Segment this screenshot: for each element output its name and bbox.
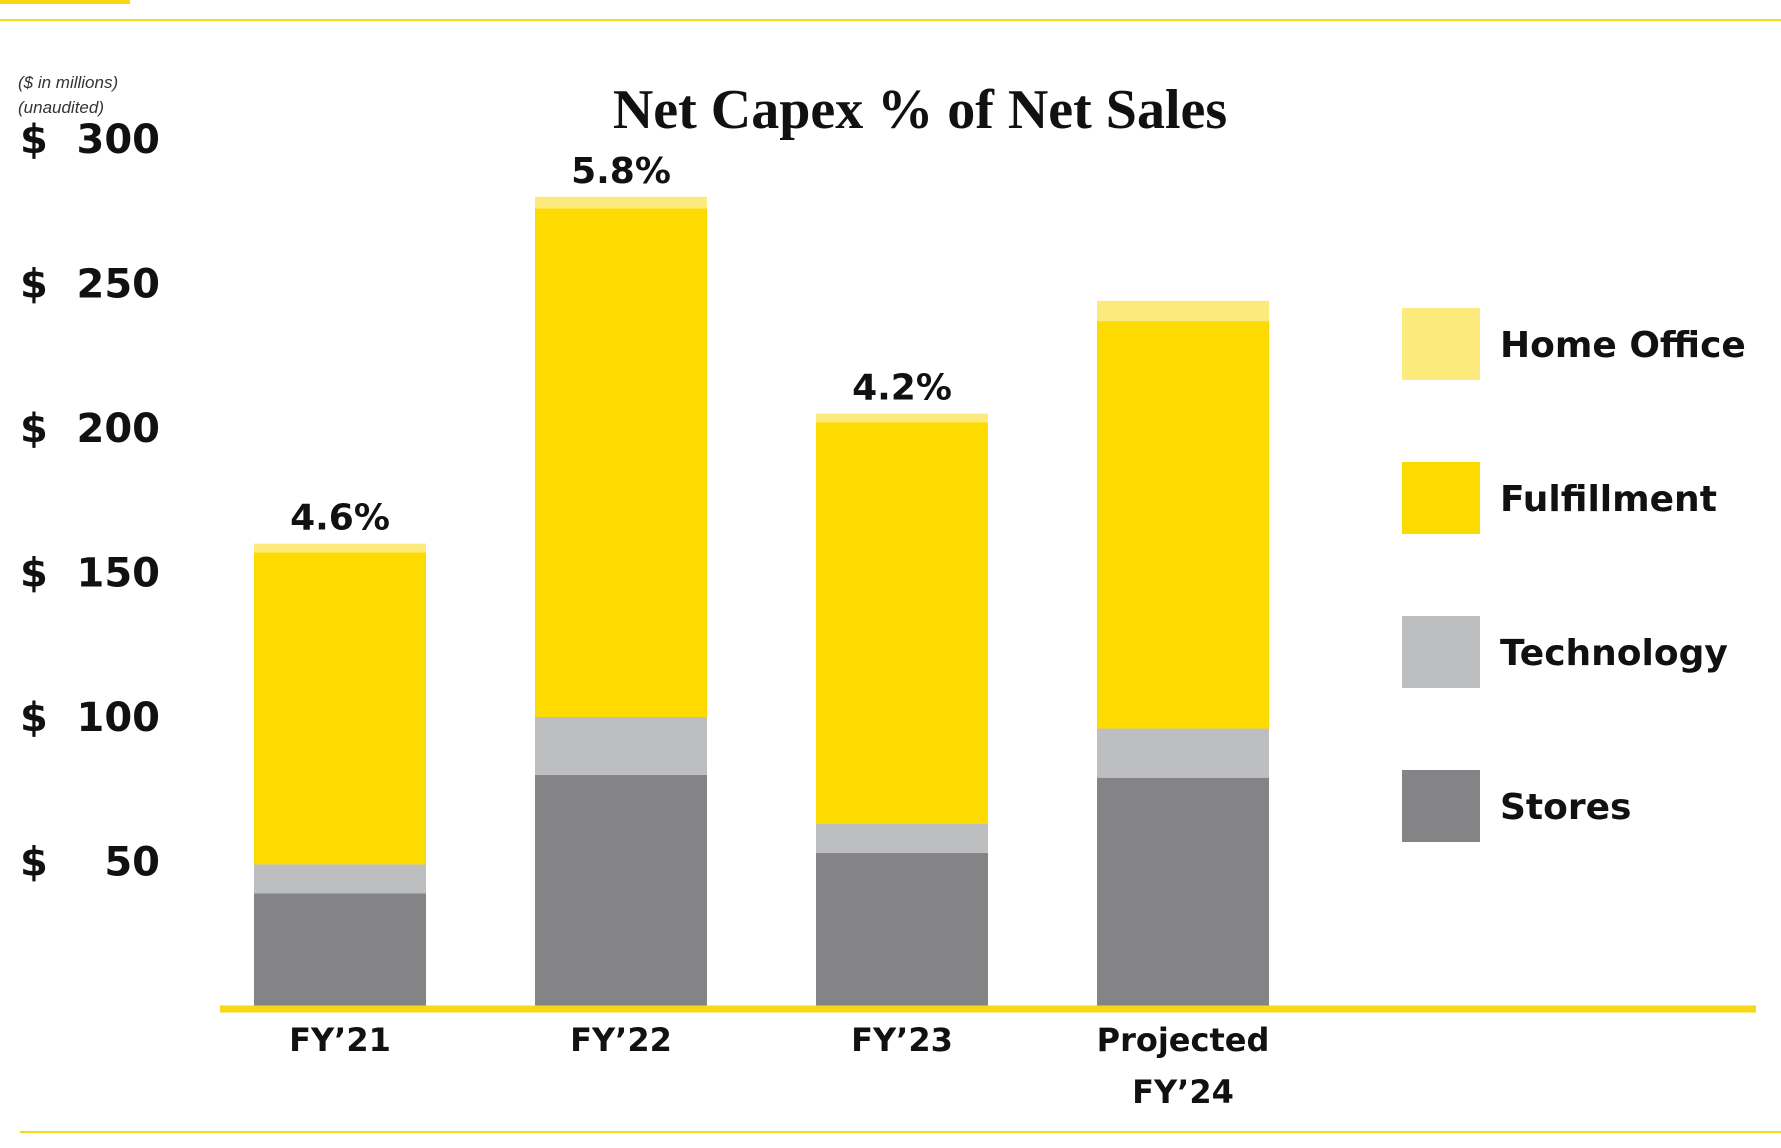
legend-label-stores: Stores [1500,787,1631,828]
units-note: ($ in millions) [18,73,118,92]
bar-home-office-fy-21 [254,543,426,553]
bar-stores-projected-fy-24 [1097,777,1269,1006]
bar-technology-projected-fy-24 [1097,728,1269,778]
bar-fulfillment-fy-22 [535,208,707,718]
y-tick-label-250: 250 [77,262,161,308]
legend-swatch-technology [1402,616,1480,688]
legend-swatch-home-office [1402,308,1480,380]
y-tick-dollar-300: $ [20,117,48,163]
bar-stores-fy-22 [535,774,707,1006]
x-tick-label-fy-22-1: FY’22 [570,1021,672,1059]
data-label-fy-23: 4.2% [852,368,952,409]
chart-title: Net Capex % of Net Sales [613,79,1227,141]
data-label-fy-21: 4.6% [290,498,390,539]
bar-fulfillment-projected-fy-24 [1097,321,1269,729]
bar-technology-fy-22 [535,717,707,775]
x-tick-label-projected-3: Projected [1097,1021,1270,1059]
y-tick-dollar-200: $ [20,406,48,452]
y-tick-dollar-150: $ [20,551,48,597]
legend-label-home-office: Home Office [1500,325,1746,366]
bar-fulfillment-fy-21 [254,552,426,865]
x-tick-label-fy-23-2: FY’23 [851,1021,953,1059]
data-labels-group: 4.6% 5.8% 4.2% [290,151,952,539]
bar-home-office-fy-23 [816,413,988,423]
bar-home-office-fy-22 [535,196,707,209]
y-axis: $50 $ 100 $ 150 $ 200 $ 250 $ 300 [20,117,160,886]
x-tick-label-fy-24-3: FY’24 [1132,1073,1234,1111]
y-tick-dollar-250: $ [20,262,48,308]
bars-group [254,196,1269,1006]
y-tick-dollar-50: $ [20,840,48,886]
bar-stores-fy-21 [254,893,426,1006]
legend-label-technology: Technology [1500,633,1728,674]
legend-swatch-stores [1402,770,1480,842]
y-tick-label-300: 300 [77,117,161,163]
legend-label-fulfillment: Fulfillment [1500,479,1717,520]
y-tick-dollar-100: $ [20,695,48,741]
audit-note: (unaudited) [18,98,104,117]
data-label-fy-22: 5.8% [571,151,671,192]
y-tick-label-150: 150 [77,551,161,597]
y-tick-label-50: 50 [104,840,160,886]
heading-accent-block [0,0,130,4]
bar-technology-fy-21 [254,864,426,894]
y-tick-label-200: 200 [77,406,161,452]
bar-home-office-projected-fy-24 [1097,300,1269,322]
bar-technology-fy-23 [816,823,988,853]
legend-swatch-fulfillment [1402,462,1480,534]
cropped-page-heading [0,0,130,4]
legend: Home Office Fulfillment Technology Stores [1402,308,1746,842]
bar-fulfillment-fy-23 [816,422,988,824]
x-axis: FY’21 FY’22 FY’23 Projected FY’24 [289,1021,1269,1111]
y-tick-label-100: 100 [77,695,161,741]
x-tick-label-fy-21-0: FY’21 [289,1021,391,1059]
bar-stores-fy-23 [816,852,988,1006]
